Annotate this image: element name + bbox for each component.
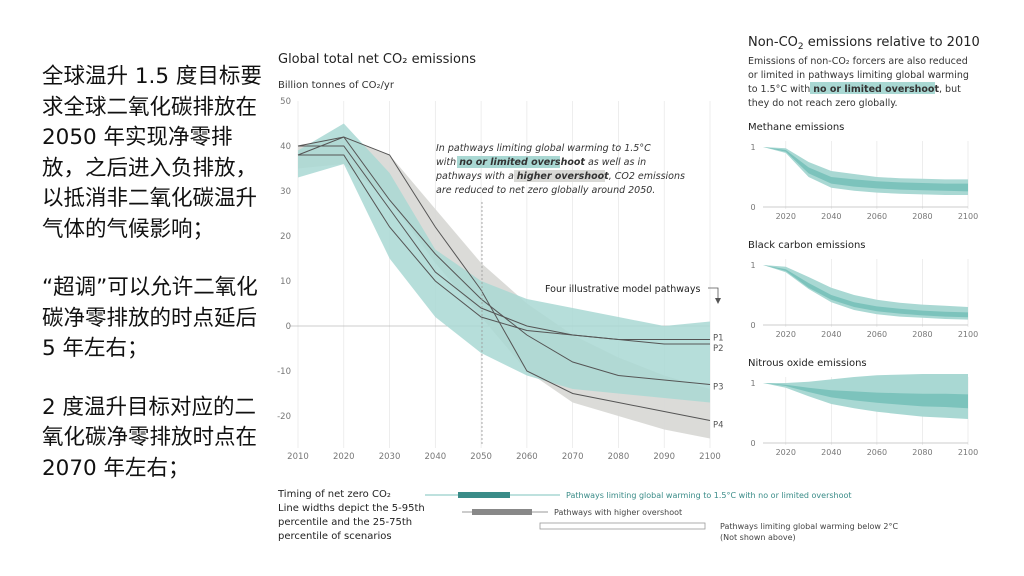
annotation: In pathways limiting global warming to 1… (435, 143, 685, 196)
small-x-tick: 2040 (821, 448, 841, 457)
small-x-tick: 2040 (821, 330, 841, 339)
small-x-tick: 2020 (776, 448, 796, 457)
non-co2-desc-1: Emissions of non-CO₂ forcers are also re… (748, 56, 968, 67)
small-band-inner (763, 147, 968, 192)
pathway-line-p4 (297, 136, 711, 421)
small-y-tick: 0 (750, 439, 755, 448)
nitrous-oxide-chart: Nitrous oxide emissions 1 0 2020 2040 2060 208… (748, 358, 978, 457)
small-x-tick: 2040 (821, 212, 841, 221)
legend-item-1: Pathways limiting global warming to 1.5°… (566, 491, 852, 500)
small-x-tick: 2100 (958, 448, 978, 457)
small-x-tick: 2060 (867, 330, 887, 339)
pathways-label: Four illustrative model pathways (545, 284, 700, 295)
x-tick-label: 2080 (608, 452, 630, 462)
y-tick-label: 0 (286, 322, 291, 332)
summary-text: 全球温升 1.5 度目标要求全球二氧化碳排放在 2050 年实现净零排放，之后进… (42, 62, 274, 512)
x-ticks: 2010 2020 2030 2040 2050 2060 2070 2080 2090 2100 (287, 452, 721, 462)
y-tick-label: -10 (277, 367, 291, 377)
x-tick-label: 2070 (562, 452, 584, 462)
legend-sub-2: percentile and the 25-75th (278, 517, 412, 528)
annotation-line-2: with no or limited overshoot as well as … (436, 157, 646, 168)
annotation-highlight-1 (457, 156, 560, 168)
y-tick-label: -20 (277, 412, 291, 422)
small-band-outer (763, 265, 968, 320)
pathways-arrow-head (715, 298, 721, 304)
small-x-tick: 2100 (958, 212, 978, 221)
small-band-inner (763, 265, 968, 318)
small-y-tick: 1 (750, 379, 755, 388)
small-x-tick: 2080 (912, 448, 932, 457)
x-tick-label: 2020 (333, 452, 355, 462)
legend: Timing of net zero CO₂ Line widths depic… (277, 489, 899, 542)
x-tick-label: 2010 (287, 452, 309, 462)
small-y-tick: 0 (750, 321, 755, 330)
y-tick-label: 40 (280, 142, 291, 152)
legend-item-2: Pathways with higher overshoot (554, 508, 682, 517)
small-x-tick: 2060 (867, 448, 887, 457)
small-y-tick: 1 (750, 261, 755, 270)
legend-item-3: Pathways limiting global warming below 2… (720, 522, 899, 531)
small-y-tick: 0 (750, 203, 755, 212)
x-tick-label: 2090 (653, 452, 675, 462)
legend-bar-3 (539, 522, 706, 530)
annotation-line-4: are reduced to net zero globally around … (436, 185, 655, 196)
annotation-line-1: In pathways limiting global warming to 1… (436, 143, 651, 154)
series-label-p3: P3 (713, 383, 724, 393)
methane-chart: Methane emissions 1 0 2020 2040 2060 2080 2100 (748, 122, 978, 221)
legend-bar-1 (458, 492, 510, 498)
small-chart-title: Black carbon emissions (748, 240, 866, 251)
summary-point-1: 全球温升 1.5 度目标要求全球二氧化碳排放在 2050 年实现净零排放，之后进… (42, 64, 262, 242)
series-label-p2: P2 (713, 344, 724, 354)
pathway-line-p3 (297, 136, 711, 385)
small-x-tick: 2100 (958, 330, 978, 339)
small-x-tick: 2020 (776, 212, 796, 221)
pathways-arrow (708, 287, 719, 302)
black-carbon-chart: Black carbon emissions 1 0 2020 2040 2060 2080… (748, 240, 978, 339)
y-axis-label: Billion tonnes of CO₂/yr (278, 80, 395, 91)
x-tick-label: 2100 (699, 452, 721, 462)
small-x-tick: 2060 (867, 212, 887, 221)
x-tick-label: 2040 (425, 452, 447, 462)
series-label-p1: P1 (713, 334, 724, 344)
summary-point-3: 2 度温升目标对应的二氧化碳净零排放时点在 2070 年左右； (42, 394, 258, 481)
non-co2-desc-4: they do not reach zero globally. (748, 98, 898, 109)
non-co2-desc-3: to 1.5°C with no or limited overshoot, b… (748, 84, 961, 95)
legend-item-3-note: (Not shown above) (720, 533, 796, 542)
legend-sub-3: percentile of scenarios (278, 531, 392, 542)
small-x-tick: 2080 (912, 212, 932, 221)
non-co2-desc-2: or limited in pathways limiting global w… (748, 70, 969, 81)
band-no-overshoot (298, 123, 710, 403)
legend-title: Timing of net zero CO₂ (277, 489, 391, 500)
annotation-highlight-2 (514, 170, 605, 182)
series-label-p4: P4 (713, 421, 724, 431)
x-tick-label: 2030 (379, 452, 401, 462)
chart-title: Global total net CO₂ emissions (278, 52, 476, 67)
non-co2-title: Non-CO2 emissions relative to 2010 (748, 35, 980, 52)
annotation-line-3: pathways with a higher overshoot, CO2 em… (435, 171, 685, 182)
small-chart-title: Nitrous oxide emissions (748, 358, 867, 369)
legend-sub-1: Line widths depict the 5-95th (278, 503, 425, 514)
summary-point-2: “超调”可以允许二氧化碳净零排放的时点延后 5 年左右； (42, 275, 258, 361)
non-co2-highlight (810, 82, 935, 94)
y-tick-label: 50 (280, 97, 291, 107)
small-chart-title: Methane emissions (748, 122, 844, 133)
bands (298, 123, 710, 439)
small-band-inner (763, 383, 968, 409)
legend-bar-2 (472, 509, 532, 515)
small-x-tick: 2020 (776, 330, 796, 339)
pathway-lines (297, 136, 711, 421)
y-ticks: 50 40 30 20 10 0 -10 -20 (277, 97, 291, 422)
non-co2-panel: Non-CO2 emissions relative to 2010 Emiss… (748, 35, 980, 457)
y-tick-label: 30 (280, 187, 291, 197)
co2-chart: Global total net CO₂ emissions Billion t… (277, 52, 723, 462)
small-y-tick: 1 (750, 143, 755, 152)
x-tick-label: 2060 (516, 452, 538, 462)
y-tick-label: 20 (280, 232, 291, 242)
y-tick-label: 10 (280, 277, 291, 287)
pathway-line-p1 (298, 154, 710, 340)
x-tick-label: 2050 (470, 452, 492, 462)
small-x-tick: 2080 (912, 330, 932, 339)
